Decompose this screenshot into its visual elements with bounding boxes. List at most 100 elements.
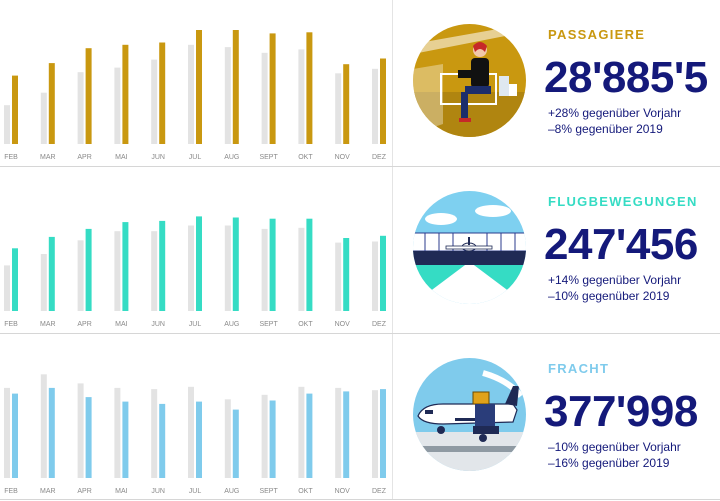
movements-month-label-feb: FEB (4, 321, 18, 328)
movements-bar-current-dez (380, 235, 386, 311)
panel-divider (0, 166, 720, 167)
movements-bar-current-okt (306, 218, 313, 311)
movements-bar-previous-aug (224, 225, 231, 311)
passengers-bar-current-mai (122, 44, 129, 144)
passengers-bar-previous-jun (151, 59, 158, 144)
movements-bar-previous-okt (298, 227, 305, 311)
cargo-month-label-jul: JUL (189, 488, 202, 495)
passengers-month-label-mar: MAR (40, 154, 56, 161)
movements-panel: FEB MAR APR MAI JUN JUL AUG SEPT OKT NOV DEZ FLUGB… (0, 167, 720, 334)
movements-month-label-nov: NOV (335, 321, 351, 328)
movements-bar-current-apr (85, 228, 92, 311)
movements-bar-previous-nov (335, 242, 342, 311)
passengers-bar-current-mar (48, 63, 55, 144)
cargo-bar-previous-feb (4, 387, 10, 478)
passengers-month-label-mai: MAI (115, 154, 128, 161)
passengers-bar-current-feb (12, 75, 18, 144)
movements-bar-previous-sept (261, 228, 268, 311)
passengers-month-label-feb: FEB (4, 154, 18, 161)
movements-bar-chart: FEB MAR APR MAI JUN JUL AUG SEPT OKT NOV DEZ (4, 216, 387, 328)
cargo-bar-current-mar (48, 387, 55, 478)
passengers-bar-previous-sept (261, 52, 268, 144)
passengers-month-label-jun: JUN (151, 154, 165, 161)
cargo-bar-chart: FEB MAR APR MAI JUN JUL AUG SEPT OKT NOV DEZ (4, 374, 387, 495)
cargo-bar-previous-dez (372, 390, 378, 478)
passengers-bar-previous-dez (372, 68, 378, 144)
movements-bar-previous-jun (151, 231, 158, 311)
cargo-bar-current-jul (196, 401, 202, 478)
movements-month-label-mai: MAI (115, 321, 128, 328)
movements-bar-previous-feb (4, 265, 10, 311)
movements-bar-current-jul (196, 216, 202, 311)
cargo-panel: FEB MAR APR MAI JUN JUL AUG SEPT OKT NOV DEZ FRACH… (0, 334, 720, 501)
cargo-bar-current-nov (343, 391, 350, 478)
cargo-bar-previous-mai (114, 387, 121, 478)
cargo-bar-current-sept (269, 400, 276, 478)
passengers-value: 28'885'5 (544, 53, 708, 102)
passengers-bar-current-jul (196, 30, 202, 144)
movements-change-previous-year: +14% gegenüber Vorjahr (548, 273, 682, 287)
cargo-bar-current-apr (85, 397, 92, 478)
movements-bar-previous-mar (40, 254, 47, 311)
passengers-bar-current-okt (306, 32, 313, 144)
cargo-bar-previous-jun (151, 389, 158, 478)
cargo-bar-current-mai (122, 401, 129, 478)
movements-bar-current-sept (269, 218, 276, 311)
cargo-bar-current-jun (159, 403, 166, 478)
cargo-bar-previous-aug (224, 399, 231, 478)
cargo-month-label-aug: AUG (224, 488, 239, 495)
movements-bar-current-feb (12, 248, 18, 311)
airport-lounge-traveler-icon (413, 24, 526, 137)
movements-bar-current-aug (232, 217, 239, 311)
movements-bar-previous-dez (372, 241, 378, 311)
passengers-month-label-apr: APR (77, 154, 91, 161)
passengers-bar-previous-jul (188, 44, 194, 144)
cargo-month-label-mai: MAI (115, 488, 128, 495)
cargo-bar-previous-okt (298, 386, 305, 478)
cargo-month-label-jun: JUN (151, 488, 165, 495)
movements-value: 247'456 (544, 220, 698, 269)
cargo-month-label-okt: OKT (298, 488, 313, 495)
movements-month-label-okt: OKT (298, 321, 313, 328)
movements-bar-previous-mai (114, 231, 121, 311)
passengers-bar-previous-apr (77, 72, 84, 144)
cargo-bar-previous-sept (261, 394, 268, 478)
cargo-month-label-dez: DEZ (372, 488, 387, 495)
cargo-bar-current-dez (380, 389, 386, 478)
cargo-plane-loading-icon (413, 358, 526, 471)
movements-month-label-sept: SEPT (259, 321, 278, 328)
passengers-bar-chart: FEB MAR APR MAI JUN JUL AUG SEPT OKT NOV DEZ (4, 30, 387, 161)
cargo-change-2019: –16% gegenüber 2019 (548, 456, 670, 470)
movements-bar-current-nov (343, 238, 350, 311)
passengers-bar-previous-mar (40, 92, 47, 144)
cargo-bar-previous-nov (335, 387, 342, 478)
movements-month-label-jul: JUL (189, 321, 202, 328)
passengers-bar-current-aug (232, 30, 239, 144)
movements-title: FLUGBEWEGUNGEN (548, 194, 698, 209)
cargo-bar-current-okt (306, 393, 313, 478)
passengers-bar-previous-okt (298, 49, 305, 144)
passengers-change-2019: –8% gegenüber 2019 (548, 122, 663, 136)
panel-divider (0, 333, 720, 334)
movements-month-label-mar: MAR (40, 321, 56, 328)
passengers-month-label-nov: NOV (335, 154, 351, 161)
cargo-month-label-nov: NOV (335, 488, 351, 495)
movements-bar-current-jun (159, 220, 166, 311)
cargo-bar-previous-apr (77, 383, 84, 478)
cargo-bar-current-aug (232, 409, 239, 478)
passengers-change-previous-year: +28% gegenüber Vorjahr (548, 106, 682, 120)
airplane-on-runway-icon (413, 191, 526, 304)
passengers-bar-previous-aug (224, 47, 231, 144)
movements-bar-current-mar (48, 236, 55, 311)
movements-bar-current-mai (122, 222, 129, 311)
cargo-change-previous-year: –10% gegenüber Vorjahr (548, 440, 681, 454)
movements-month-label-jun: JUN (151, 321, 165, 328)
column-divider (392, 0, 393, 500)
passengers-bar-previous-feb (4, 105, 10, 144)
cargo-month-label-sept: SEPT (259, 488, 278, 495)
movements-bar-previous-apr (77, 240, 84, 311)
cargo-value: 377'998 (544, 387, 698, 436)
passengers-panel: FEB MAR APR MAI JUN JUL AUG SEPT OKT NOV DEZ PASSA… (0, 0, 720, 167)
passengers-bar-current-sept (269, 33, 276, 144)
movements-bar-previous-jul (188, 225, 194, 311)
